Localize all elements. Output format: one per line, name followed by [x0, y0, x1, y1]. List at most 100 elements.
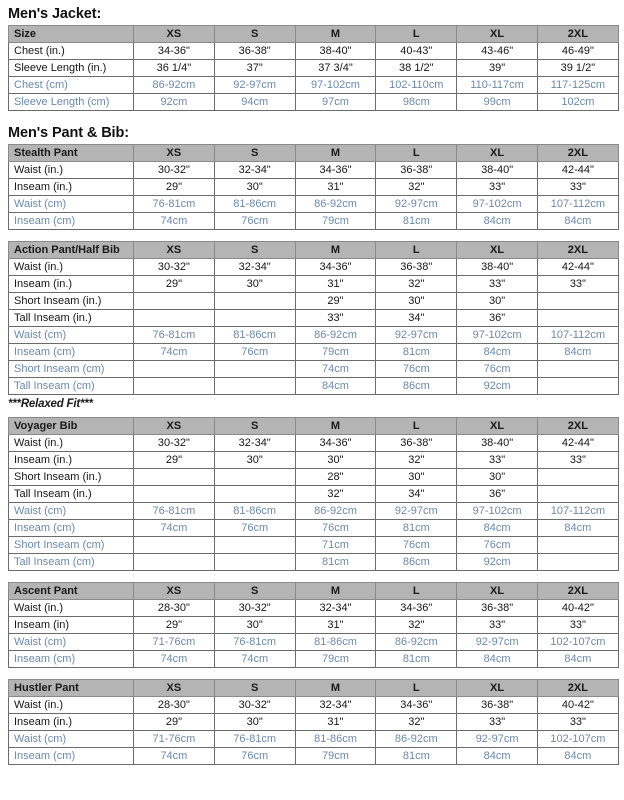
- row-label: Short Inseam (cm): [8, 360, 134, 378]
- measurement-cell: 32-34": [213, 258, 296, 276]
- row-label: Short Inseam (in.): [8, 292, 134, 310]
- measurement-cell: 33": [456, 616, 538, 634]
- table-note: ***Relaxed Fit***: [8, 398, 93, 410]
- column-header-size: L: [375, 25, 458, 43]
- column-header-size: XS: [133, 679, 215, 697]
- row-label: Tall Inseam (cm): [8, 377, 134, 395]
- measurement-cell: 84cm: [536, 519, 619, 537]
- measurement-cell: 79cm: [294, 212, 377, 230]
- measurement-cell: 30": [456, 468, 538, 486]
- row-label: Inseam (cm): [8, 212, 134, 230]
- column-header-size: L: [375, 144, 458, 162]
- table-row: Inseam (cm) 74cm 76cm 79cm 81cm 84cm 84cm: [8, 212, 619, 230]
- measurement-cell: 76cm: [375, 536, 458, 554]
- measurement-cell: 97-102cm: [294, 76, 377, 94]
- measurement-cell: 29": [294, 292, 377, 310]
- measurement-cell: 76-81cm: [213, 633, 296, 651]
- measurement-cell: 34-36": [294, 161, 377, 179]
- measurement-cell: 92-97cm: [375, 502, 458, 520]
- measurement-cell: 86-92cm: [133, 76, 215, 94]
- measurement-cell: 30": [294, 451, 377, 469]
- measurement-cell: 102-110cm: [375, 76, 458, 94]
- column-header-size: S: [213, 241, 296, 259]
- measurement-cell: [213, 536, 296, 554]
- measurement-cell: 31": [294, 616, 377, 634]
- measurement-cell: 110-117cm: [456, 76, 538, 94]
- row-label: Inseam (cm): [8, 343, 134, 361]
- measurement-cell: 38 1/2": [375, 59, 458, 77]
- measurement-cell: 86-92cm: [294, 502, 377, 520]
- measurement-cell: [536, 377, 619, 395]
- column-header-size: L: [375, 582, 458, 600]
- measurement-cell: 32": [375, 178, 458, 196]
- measurement-cell: 33": [536, 275, 619, 293]
- measurement-cell: 74cm: [294, 360, 377, 378]
- measurement-cell: 86-92cm: [294, 326, 377, 344]
- row-label: Inseam (cm): [8, 747, 134, 765]
- column-header-size: XS: [133, 25, 215, 43]
- table-row: Waist (in.) 30-32" 32-34" 34-36" 36-38" 38-40…: [8, 434, 619, 452]
- measurement-cell: 79cm: [294, 747, 377, 765]
- measurement-cell: 97-102cm: [456, 326, 538, 344]
- table-header-row: Ascent Pant XS S M L XL 2XL: [8, 582, 619, 600]
- measurement-cell: 107-112cm: [536, 326, 619, 344]
- measurement-cell: 28": [294, 468, 377, 486]
- measurement-cell: 107-112cm: [536, 502, 619, 520]
- measurement-cell: 30": [456, 292, 538, 310]
- row-label: Sleeve Length (in.): [8, 59, 134, 77]
- column-header-size: S: [213, 417, 296, 435]
- measurement-cell: [536, 485, 619, 503]
- measurement-cell: 81cm: [375, 747, 458, 765]
- measurement-cell: 92cm: [456, 377, 538, 395]
- row-label: Chest (cm): [8, 76, 134, 94]
- measurement-cell: 84cm: [456, 343, 538, 361]
- row-label: Inseam (in.): [8, 178, 134, 196]
- measurement-cell: 97-102cm: [456, 195, 538, 213]
- size-table-stealth-pant: Stealth Pant XS S M L XL 2XL Waist (in.) 30-32" 3…: [8, 144, 619, 230]
- section-heading: Men's Jacket:: [8, 6, 102, 22]
- measurement-cell: 81cm: [375, 650, 458, 668]
- size-table-voyager-bib: Voyager Bib XS S M L XL 2XL Waist (in.) 30-32" 32…: [8, 417, 619, 571]
- column-header-size: 2XL: [536, 582, 619, 600]
- column-header-size: XL: [456, 241, 538, 259]
- column-header-size: XL: [456, 582, 538, 600]
- column-header-size: L: [375, 241, 458, 259]
- measurement-cell: [536, 360, 619, 378]
- measurement-cell: 30-32": [133, 434, 215, 452]
- measurement-cell: [133, 468, 215, 486]
- measurement-cell: 81cm: [375, 343, 458, 361]
- table-row: Tall Inseam (in.) 32" 34" 36": [8, 485, 619, 503]
- measurement-cell: [536, 309, 619, 327]
- column-header-size: XL: [456, 417, 538, 435]
- column-header-size: S: [213, 679, 296, 697]
- row-label: Inseam (cm): [8, 650, 134, 668]
- measurement-cell: 30": [375, 292, 458, 310]
- measurement-cell: 33": [456, 178, 538, 196]
- measurement-cell: 30": [375, 468, 458, 486]
- measurement-cell: 102-107cm: [536, 730, 619, 748]
- measurement-cell: 34-36": [294, 258, 377, 276]
- measurement-cell: 34-36": [375, 696, 458, 714]
- measurement-cell: 74cm: [133, 212, 215, 230]
- measurement-cell: 36-38": [456, 696, 538, 714]
- measurement-cell: 84cm: [536, 343, 619, 361]
- row-label: Inseam (in.): [8, 713, 134, 731]
- measurement-cell: 76cm: [375, 360, 458, 378]
- measurement-cell: 79cm: [294, 343, 377, 361]
- measurement-cell: 33": [536, 713, 619, 731]
- table-row: Waist (cm) 76-81cm 81-86cm 86-92cm 92-97cm 97…: [8, 502, 619, 520]
- measurement-cell: 31": [294, 178, 377, 196]
- measurement-cell: 32-34": [213, 161, 296, 179]
- measurement-cell: 92-97cm: [456, 730, 538, 748]
- measurement-cell: 76cm: [213, 343, 296, 361]
- column-header-size: M: [294, 417, 377, 435]
- measurement-cell: 74cm: [133, 519, 215, 537]
- table-row: Waist (cm) 76-81cm 81-86cm 86-92cm 92-97cm 97…: [8, 326, 619, 344]
- row-label: Inseam (in.): [8, 275, 134, 293]
- column-header-size: 2XL: [536, 241, 619, 259]
- measurement-cell: 34-36": [294, 434, 377, 452]
- column-header-size: M: [294, 582, 377, 600]
- measurement-cell: 38-40": [294, 42, 377, 60]
- measurement-cell: 30": [213, 616, 296, 634]
- measurement-cell: 30-32": [213, 696, 296, 714]
